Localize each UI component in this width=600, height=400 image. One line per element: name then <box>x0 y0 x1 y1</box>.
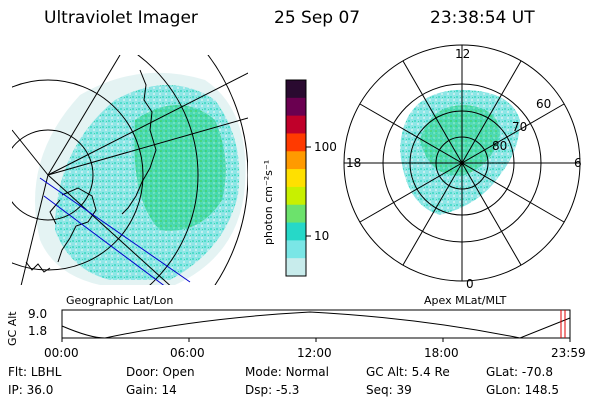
observation-time: 23:38:54 UT <box>430 8 535 28</box>
info-value: 36.0 <box>26 383 54 397</box>
colorbar-band <box>286 151 306 170</box>
mlt-label-12: 12 <box>455 47 471 61</box>
info-key: GC Alt: <box>366 365 408 379</box>
info-key: Seq: <box>366 383 393 397</box>
mlat-label-80: 80 <box>492 139 508 153</box>
altitude-curve <box>61 311 571 339</box>
info-value: 148.5 <box>524 383 559 397</box>
colorbar-band <box>286 97 306 117</box>
mlat-label-70: 70 <box>512 120 528 134</box>
coastlines <box>25 69 157 273</box>
info-key: GLon: <box>486 383 521 397</box>
timeline-x-tick-2: 12:00 <box>297 346 332 360</box>
colorbar-band <box>286 240 306 259</box>
mlat-label-60: 60 <box>536 97 552 111</box>
timeline-axis-label: GC Alt <box>6 311 19 346</box>
info-gain: Gain: 14 <box>126 383 177 397</box>
timeline-x-ticks <box>61 338 571 342</box>
info-gc-alt: GC Alt: 5.4 Re <box>366 365 450 379</box>
info-value: 14 <box>161 383 177 397</box>
instrument-title: Ultraviolet Imager <box>44 8 198 28</box>
colorbar-band <box>286 133 306 152</box>
colorbar-unit-label: photon cm⁻²s⁻¹ <box>262 159 275 245</box>
geographic-image <box>35 72 246 285</box>
colorbar-band <box>286 258 306 277</box>
info-value: LBHL <box>30 365 62 379</box>
info-ip: IP: 36.0 <box>8 383 53 397</box>
info-mode: Mode: Normal <box>245 365 329 379</box>
info-glat: GLat: -70.8 <box>486 365 553 379</box>
info-key: Gain: <box>126 383 158 397</box>
colorbar-frame <box>285 79 307 277</box>
info-value: Open <box>162 365 195 379</box>
ground-track-lines <box>39 177 191 285</box>
mlt-label-0: 0 <box>466 277 474 291</box>
timeline-frame <box>61 309 571 339</box>
info-value: 5.4 Re <box>411 365 450 379</box>
colorbar-band <box>286 186 306 206</box>
info-value: -70.8 <box>521 365 553 379</box>
polar-image <box>400 89 520 215</box>
info-value: -5.3 <box>275 383 300 397</box>
timeline-y-tick-bottom: 1.8 <box>28 324 48 338</box>
info-key: Dsp: <box>245 383 273 397</box>
timeline-x-tick-0: 00:00 <box>44 346 79 360</box>
colorbar-band <box>286 169 306 188</box>
colorbar <box>286 80 306 277</box>
mlt-label-6: 6 <box>574 156 582 170</box>
info-key: GLat: <box>486 365 519 379</box>
info-key: Door: <box>126 365 159 379</box>
colorbar-band <box>286 115 306 134</box>
right-panel-label: Apex MLat/MLT <box>424 294 507 307</box>
info-dsp: Dsp: -5.3 <box>245 383 299 397</box>
info-door: Door: Open <box>126 365 195 379</box>
timeline-x-tick-4: 23:59 <box>551 346 586 360</box>
colorbar-label-10: 10 <box>314 229 330 243</box>
timeline-x-tick-1: 06:00 <box>170 346 205 360</box>
timeline-x-tick-3: 18:00 <box>424 346 459 360</box>
polar-grid <box>343 44 581 282</box>
left-panel-label: Geographic Lat/Lon <box>66 294 174 307</box>
observation-date: 25 Sep 07 <box>274 8 361 28</box>
timeline-y-tick-top: 9.0 <box>28 307 48 321</box>
info-value: 39 <box>396 383 412 397</box>
colorbar-label-100: 100 <box>314 140 337 154</box>
colorbar-band <box>286 204 306 224</box>
info-flt: Flt: LBHL <box>8 365 61 379</box>
info-key: Flt: <box>8 365 27 379</box>
geographic-grid <box>12 55 248 285</box>
info-key: Mode: <box>245 365 282 379</box>
colorbar-band <box>286 80 306 99</box>
info-glon: GLon: 148.5 <box>486 383 559 397</box>
info-seq: Seq: 39 <box>366 383 412 397</box>
info-key: IP: <box>8 383 23 397</box>
mlt-label-18: 18 <box>346 156 362 170</box>
colorbar-band <box>286 222 306 241</box>
info-value: Normal <box>285 365 329 379</box>
